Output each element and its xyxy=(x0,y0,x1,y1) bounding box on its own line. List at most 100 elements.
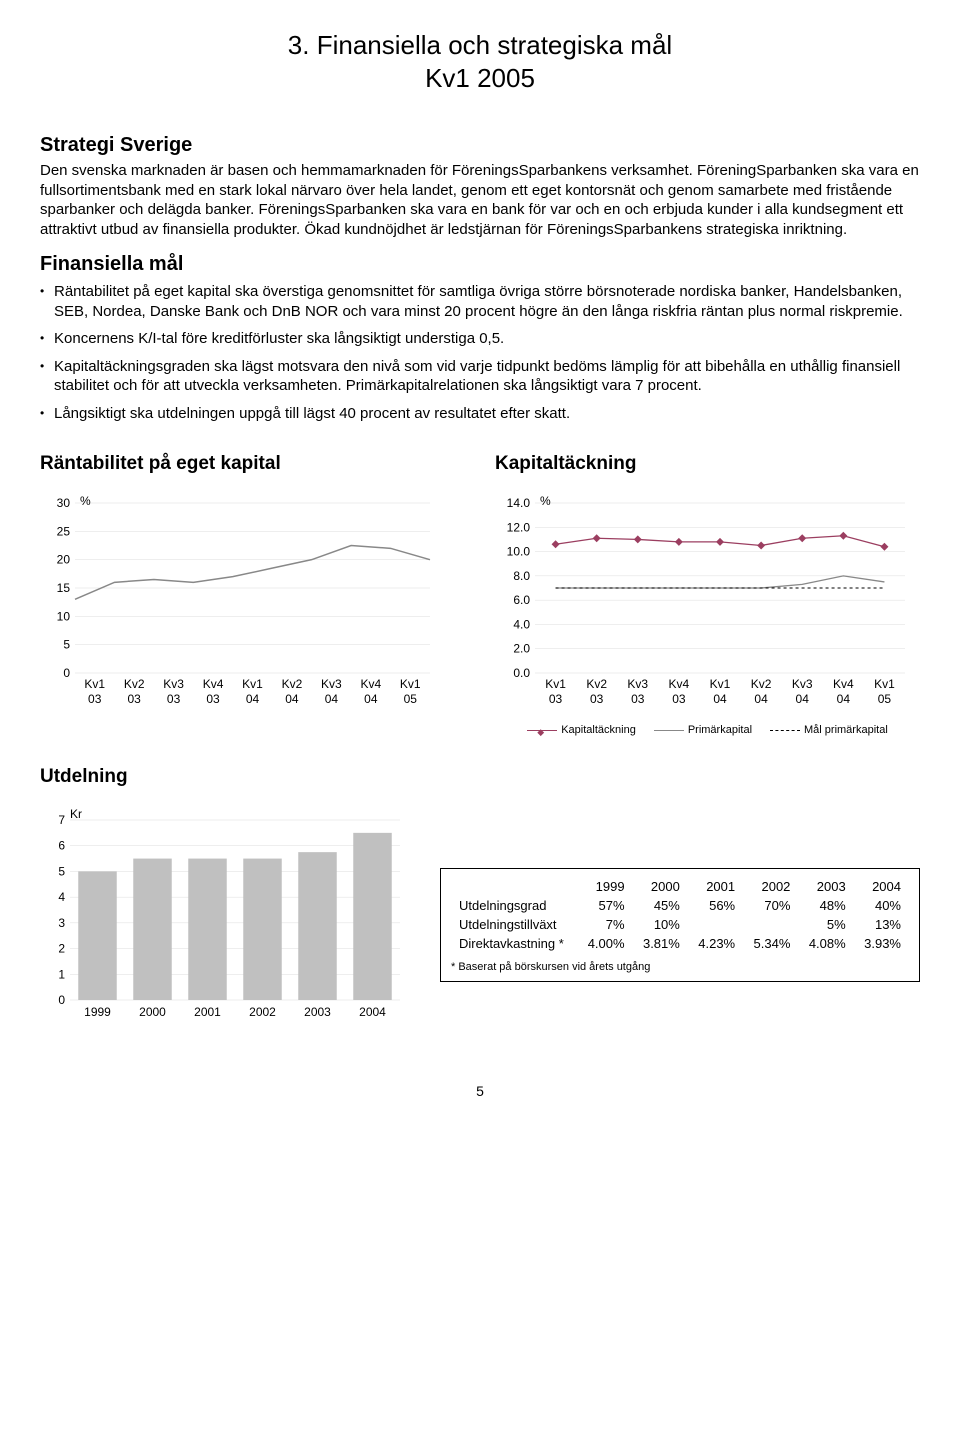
svg-text:04: 04 xyxy=(713,692,727,706)
page-title: 3. Finansiella och strategiska mål xyxy=(40,30,920,61)
finansiella-heading: Finansiella mål xyxy=(40,253,920,276)
svg-text:Kv1: Kv1 xyxy=(710,677,731,691)
svg-text:20: 20 xyxy=(57,553,71,567)
legend-label: Primärkapital xyxy=(688,724,752,736)
svg-text:12.0: 12.0 xyxy=(507,520,531,534)
bullet-item: Kapitaltäckningsgraden ska lägst motsvar… xyxy=(40,357,920,396)
legend-label: Kapitaltäckning xyxy=(561,724,636,736)
svg-text:8.0: 8.0 xyxy=(513,569,530,583)
svg-text:Kv1: Kv1 xyxy=(242,677,263,691)
svg-text:Kv1: Kv1 xyxy=(400,677,421,691)
table-year: 2001 xyxy=(688,877,743,896)
svg-text:03: 03 xyxy=(631,692,645,706)
table-note: * Baserat på börskursen vid årets utgång xyxy=(451,961,909,973)
table-year: 2003 xyxy=(798,877,853,896)
page-number: 5 xyxy=(40,1083,920,1099)
svg-text:Kv3: Kv3 xyxy=(627,677,648,691)
svg-text:Kv4: Kv4 xyxy=(669,677,690,691)
row-label: Direktavkastning * xyxy=(451,934,577,953)
chart3-title: Utdelning xyxy=(40,766,920,788)
svg-text:6.0: 6.0 xyxy=(513,593,530,607)
svg-text:2003: 2003 xyxy=(304,1005,331,1019)
bullet-item: Långsiktigt ska utdelningen uppgå till l… xyxy=(40,404,920,424)
svg-text:04: 04 xyxy=(837,692,851,706)
svg-text:04: 04 xyxy=(246,692,260,706)
svg-text:03: 03 xyxy=(672,692,686,706)
svg-text:0: 0 xyxy=(63,666,70,680)
svg-text:2000: 2000 xyxy=(139,1005,166,1019)
legend-label: Mål primärkapital xyxy=(804,724,888,736)
svg-text:15: 15 xyxy=(57,581,71,595)
svg-text:2: 2 xyxy=(58,942,65,956)
chart-utdelning: 0 1 2 3 4 5 6 7 Kr 1999 2000 2001 2002 2003 2004 xyxy=(40,808,410,1033)
svg-text:0.0: 0.0 xyxy=(513,666,530,680)
svg-text:%: % xyxy=(540,494,551,508)
svg-text:Kv4: Kv4 xyxy=(203,677,224,691)
svg-text:1999: 1999 xyxy=(84,1005,111,1019)
table-row: Utdelningstillväxt 7% 10% 5% 13% xyxy=(451,915,909,934)
svg-text:Kv2: Kv2 xyxy=(124,677,145,691)
svg-text:Kv1: Kv1 xyxy=(545,677,566,691)
svg-text:05: 05 xyxy=(878,692,892,706)
table-year: 2000 xyxy=(633,877,688,896)
svg-text:Kv3: Kv3 xyxy=(321,677,342,691)
svg-text:Kv2: Kv2 xyxy=(586,677,607,691)
svg-text:4: 4 xyxy=(58,890,65,904)
svg-text:Kv2: Kv2 xyxy=(282,677,303,691)
svg-text:03: 03 xyxy=(167,692,181,706)
svg-text:03: 03 xyxy=(88,692,102,706)
row-label: Utdelningstillväxt xyxy=(451,915,577,934)
page-subtitle: Kv1 2005 xyxy=(40,63,920,94)
svg-text:10.0: 10.0 xyxy=(507,545,531,559)
svg-text:Kv2: Kv2 xyxy=(751,677,772,691)
svg-text:2001: 2001 xyxy=(194,1005,221,1019)
svg-text:05: 05 xyxy=(404,692,418,706)
svg-text:04: 04 xyxy=(285,692,299,706)
svg-text:30: 30 xyxy=(57,496,71,510)
svg-text:14.0: 14.0 xyxy=(507,496,531,510)
svg-text:7: 7 xyxy=(58,813,65,827)
chart2-title: Kapitaltäckning xyxy=(495,453,920,475)
svg-text:2.0: 2.0 xyxy=(513,642,530,656)
svg-text:Kv1: Kv1 xyxy=(874,677,895,691)
table-header-row: 1999 2000 2001 2002 2003 2004 xyxy=(451,877,909,896)
chart-kapitaltackning: 0.02.04.06.08.010.012.014.0%Kv103Kv203Kv… xyxy=(495,493,920,718)
utdelning-table: 1999 2000 2001 2002 2003 2004 Utdelnings… xyxy=(440,868,920,982)
svg-text:03: 03 xyxy=(590,692,604,706)
svg-text:2002: 2002 xyxy=(249,1005,276,1019)
chart2-legend: Kapitaltäckning Primärkapital Mål primär… xyxy=(495,724,920,736)
table-year: 2004 xyxy=(854,877,909,896)
svg-text:1: 1 xyxy=(58,967,65,981)
svg-text:4.0: 4.0 xyxy=(513,617,530,631)
finansiella-bullets: Räntabilitet på eget kapital ska översti… xyxy=(40,282,920,423)
chart1-title: Räntabilitet på eget kapital xyxy=(40,453,465,475)
svg-text:10: 10 xyxy=(57,609,71,623)
svg-text:04: 04 xyxy=(325,692,339,706)
bullet-item: Räntabilitet på eget kapital ska översti… xyxy=(40,282,920,321)
svg-text:3: 3 xyxy=(58,916,65,930)
svg-text:6: 6 xyxy=(58,839,65,853)
svg-text:Kv1: Kv1 xyxy=(84,677,105,691)
svg-text:25: 25 xyxy=(57,524,71,538)
svg-text:04: 04 xyxy=(754,692,768,706)
svg-text:Kv3: Kv3 xyxy=(792,677,813,691)
svg-text:%: % xyxy=(80,494,91,508)
svg-text:Kv4: Kv4 xyxy=(360,677,381,691)
svg-text:5: 5 xyxy=(63,638,70,652)
table-row: Utdelningsgrad 57% 45% 56% 70% 48% 40% xyxy=(451,896,909,915)
strategi-heading: Strategi Sverige xyxy=(40,134,920,157)
svg-text:2004: 2004 xyxy=(359,1005,386,1019)
row-label: Utdelningsgrad xyxy=(451,896,577,915)
svg-text:Kv4: Kv4 xyxy=(833,677,854,691)
strategi-paragraph: Den svenska marknaden är basen och hemma… xyxy=(40,161,920,239)
svg-text:0: 0 xyxy=(58,993,65,1007)
svg-text:Kv3: Kv3 xyxy=(163,677,184,691)
table-year: 2002 xyxy=(743,877,798,896)
svg-text:03: 03 xyxy=(549,692,563,706)
svg-text:03: 03 xyxy=(127,692,141,706)
svg-text:5: 5 xyxy=(58,864,65,878)
chart-rantabilitet: 051015202530%Kv103Kv203Kv303Kv403Kv104Kv… xyxy=(40,493,465,718)
svg-text:Kr: Kr xyxy=(70,808,82,821)
table-row: Direktavkastning * 4.00% 3.81% 4.23% 5.3… xyxy=(451,934,909,953)
svg-text:04: 04 xyxy=(364,692,378,706)
